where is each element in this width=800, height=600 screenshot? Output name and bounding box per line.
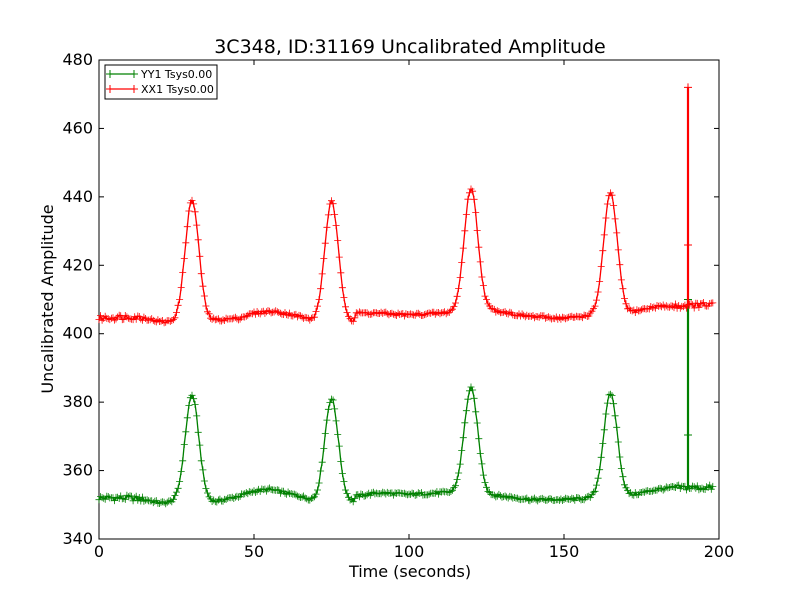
x-tick-label: 200 <box>704 542 735 561</box>
series-markers <box>95 185 717 327</box>
y-tick-label: 420 <box>62 255 93 274</box>
legend-box <box>104 64 218 100</box>
legend-entry-yy1: YY1 Tsys0.00 <box>106 68 212 81</box>
spike-marker <box>684 241 692 250</box>
y-tick-label: 480 <box>62 50 93 69</box>
x-tick-label: 150 <box>549 542 580 561</box>
series-layer <box>95 83 717 508</box>
legend-label-xx1: XX1 Tsys0.00 <box>141 83 214 96</box>
plot-area: 0 50 100 150 200 340 360 380 400 420 440 460 480 <box>62 50 734 561</box>
legend-marker-yy1 <box>106 70 138 78</box>
series-yy1 <box>95 295 717 508</box>
spike-marker <box>684 83 692 92</box>
legend: YY1 Tsys0.00 XX1 Tsys0.00 <box>104 64 218 100</box>
x-tick-label: 0 <box>94 542 104 561</box>
y-axis-label: Uncalibrated Amplitude <box>38 204 57 393</box>
y-tick-label: 460 <box>62 118 93 137</box>
legend-marker-xx1 <box>106 85 138 93</box>
spike-marker <box>684 430 692 439</box>
series-markers <box>95 383 717 508</box>
series-xx1 <box>95 83 717 327</box>
y-tick-label: 380 <box>62 392 93 411</box>
y-tick-label: 400 <box>62 324 93 343</box>
y-tick-label: 360 <box>62 461 93 480</box>
x-tick-label: 50 <box>244 542 264 561</box>
y-tick-label: 440 <box>62 187 93 206</box>
x-axis-label: Time (seconds) <box>348 562 471 581</box>
plot-frame <box>98 59 720 540</box>
tick-layer: 0 50 100 150 200 340 360 380 400 420 440 460 480 <box>62 50 734 561</box>
chart-title: 3C348, ID:31169 Uncalibrated Amplitude <box>214 36 606 58</box>
x-tick-label: 100 <box>394 542 425 561</box>
legend-label-yy1: YY1 Tsys0.00 <box>140 68 212 81</box>
y-tick-label: 340 <box>62 529 93 548</box>
legend-entry-xx1: XX1 Tsys0.00 <box>106 83 214 96</box>
